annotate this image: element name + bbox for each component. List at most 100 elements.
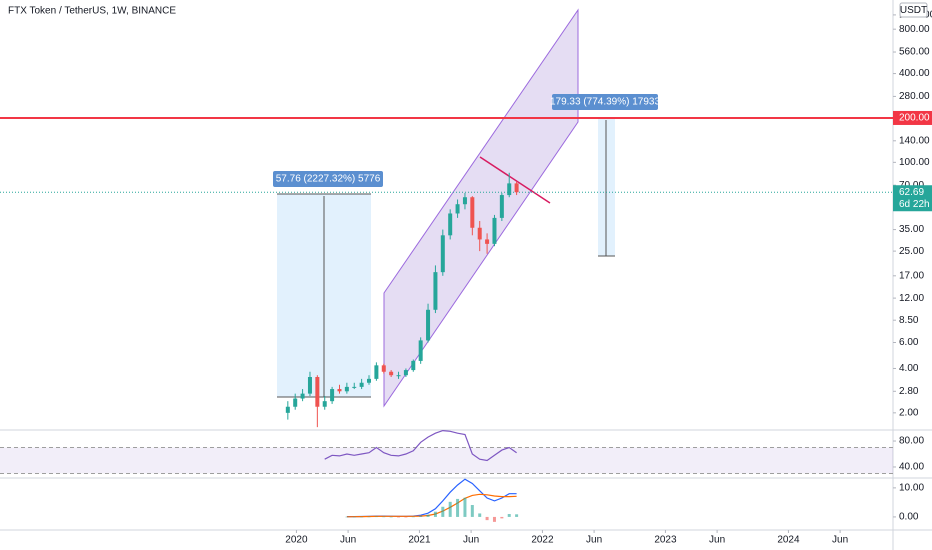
histogram-bar [352,516,356,518]
histogram-bar [345,516,349,518]
candle-body [411,360,416,371]
candle-body [426,309,431,341]
candle-body [440,235,445,273]
price-badge [893,110,932,125]
histogram-bar [470,505,474,517]
y-tick-label: 400.00 [899,68,930,79]
candle-body [315,377,320,407]
x-tick-label: 2023 [654,535,677,546]
histogram-bar [419,516,423,517]
series-line [346,493,517,518]
currency-label: USDT [900,5,927,16]
candle-body [514,183,519,193]
candle-body [322,401,327,407]
x-tick-label: Jun [709,535,725,546]
y-tick-label: 25.00 [899,246,924,257]
y-tick-label: 2.80 [899,386,919,397]
measure-label-box [552,94,658,110]
series-line [324,429,517,462]
x-tick-label: Jun [586,535,602,546]
level-band [0,447,893,474]
y-tick-label: 280.00 [899,91,930,102]
last-price-badge [893,185,932,212]
candle-body [507,183,512,196]
y-tick-label: 40.00 [899,462,924,473]
y-tick-label: 35.00 [899,224,924,235]
histogram-bar [374,516,378,518]
candle-body [307,377,312,394]
histogram-bar [441,506,445,517]
histogram-bar [389,516,393,518]
price-badge-label: 200.00 [899,113,930,124]
candle-body [337,389,342,392]
candle-body [293,398,298,407]
candle-body [344,386,349,392]
candle-body [462,197,467,205]
candle-body [352,386,357,388]
x-tick-label: 2020 [285,535,308,546]
histogram-bar [367,516,371,518]
y-tick-label: 0.00 [899,512,919,523]
candle-body [433,272,438,310]
currency-box [899,2,928,18]
histogram-bar [360,516,364,518]
trend-line [479,156,551,204]
histogram-bar [515,514,519,517]
y-tick-label: 2.00 [899,407,919,418]
y-tick-label: 100.00 [899,157,930,168]
candle-body [367,378,372,383]
candle-body [499,195,504,218]
candle-body [418,340,423,361]
candle-body [285,406,290,413]
y-tick-label: 8.50 [899,315,919,326]
last-price-label: 62.69 [899,187,924,198]
y-tick-label: 17.00 [899,270,924,281]
histogram-bar [485,516,489,521]
measure-label: 179.33 (774.39%) 17933 [550,97,661,108]
y-tick-label: 560.00 [899,47,930,58]
histogram-bar [382,516,386,518]
histogram-bar [463,497,467,517]
measure-label-box [273,171,383,187]
candle-body [330,389,335,402]
y-tick-label: 12.00 [899,293,924,304]
x-tick-label: 2024 [777,535,800,546]
candle-body [485,239,490,244]
histogram-bar [404,516,408,518]
candle-body [455,204,460,214]
x-tick-label: Jun [340,535,356,546]
y-tick-label: 4.00 [899,363,919,374]
x-tick-label: Jun [832,535,848,546]
candle-body [374,365,379,379]
countdown-label: 6d 22h [899,199,930,210]
x-tick-label: 2021 [408,535,431,546]
candle-body [492,217,497,244]
histogram-bar [500,516,504,519]
chart-title: FTX Token / TetherUS, 1W, BINANCE [8,6,176,17]
candle-body [470,197,475,228]
y-tick-label: 800.00 [899,24,930,35]
x-tick-label: 2022 [531,535,554,546]
y-tick-label: 6.00 [899,337,919,348]
y-tick-label: 140.00 [899,135,930,146]
histogram-bar [411,516,415,518]
histogram-bar [448,501,452,517]
measure-label: 57.76 (2227.32%) 5776 [276,174,381,185]
histogram-bar [478,513,482,517]
histogram-bar [397,516,401,518]
histogram-bar [426,514,430,517]
histogram-bar [456,498,460,517]
candle-body [403,370,408,376]
y-tick-label: 80.00 [899,436,924,447]
x-tick-label: Jun [463,535,479,546]
candle-body [396,375,401,377]
y-tick-label: 10.00 [899,483,924,494]
candle-body [300,393,305,399]
histogram-bar [507,514,511,517]
histogram-bar [433,511,437,517]
candle-body [448,213,453,236]
candle-body [477,227,482,240]
histogram-bar [492,516,496,522]
